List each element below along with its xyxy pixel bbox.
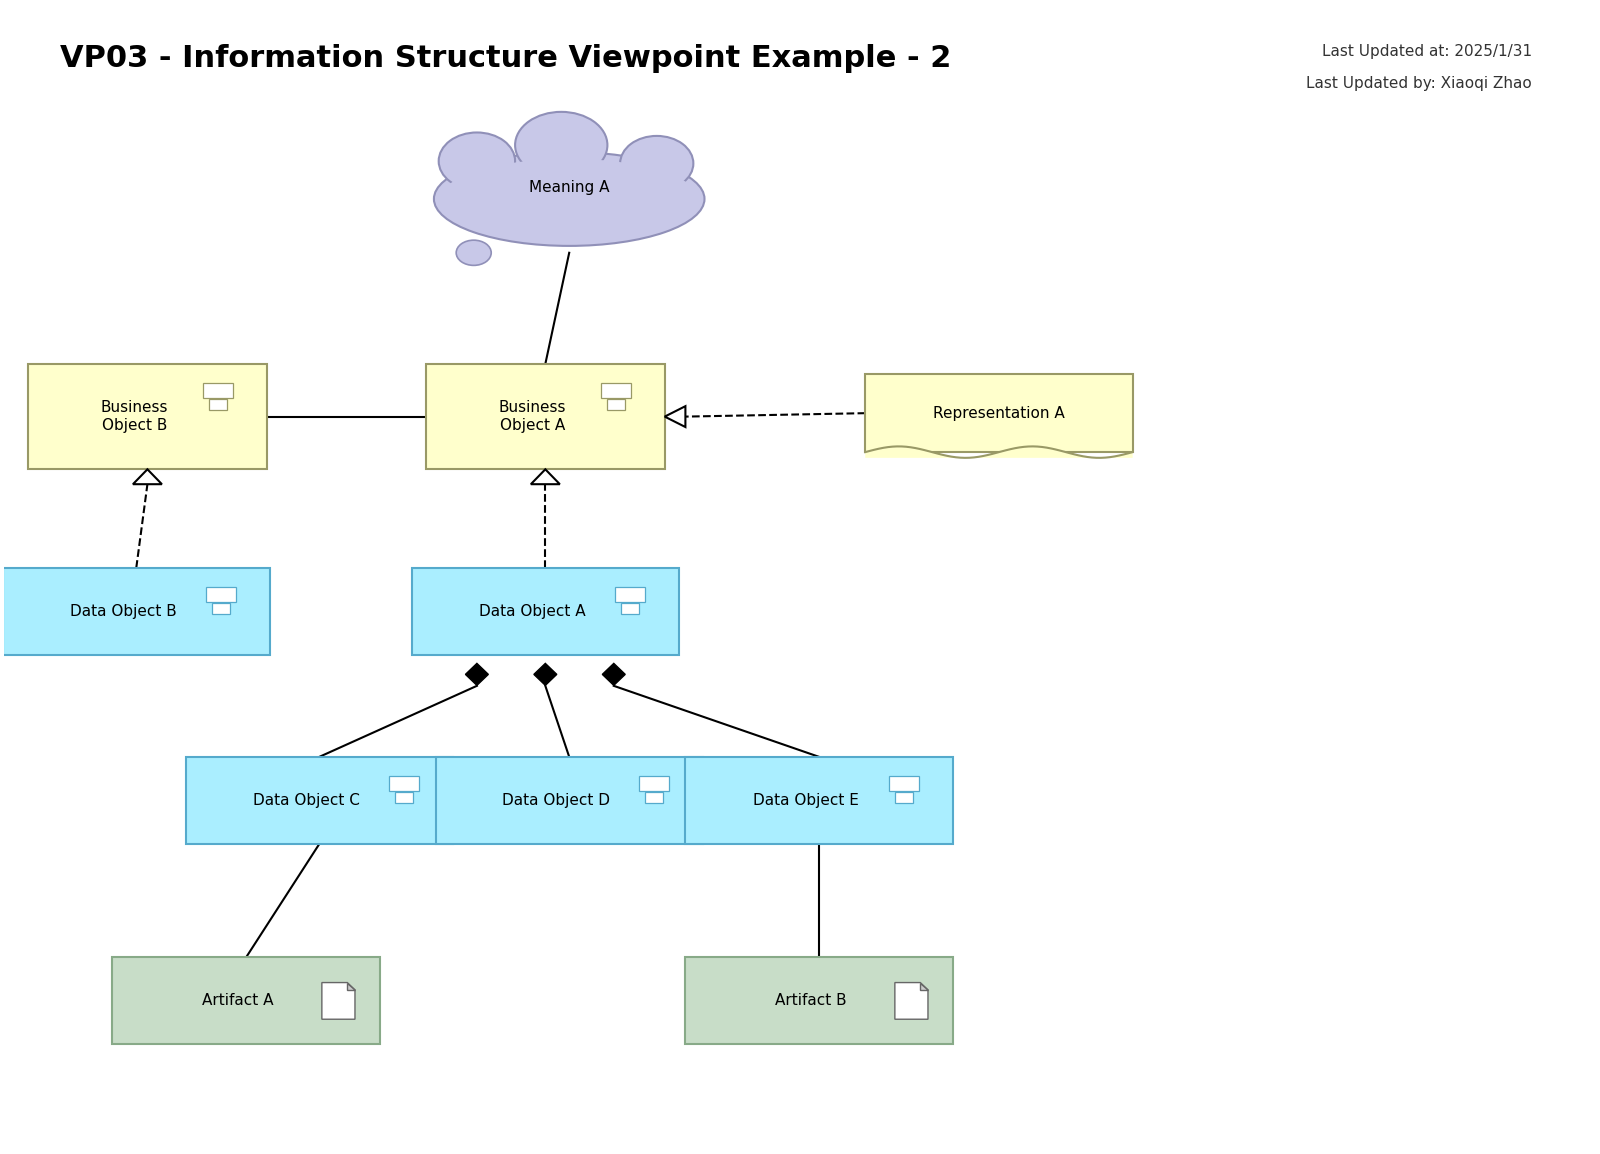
FancyBboxPatch shape [426, 364, 664, 470]
Text: Artifact B: Artifact B [776, 994, 846, 1009]
FancyBboxPatch shape [640, 777, 669, 792]
FancyBboxPatch shape [210, 399, 227, 410]
Polygon shape [602, 664, 626, 685]
FancyBboxPatch shape [866, 374, 1133, 452]
FancyBboxPatch shape [3, 568, 270, 655]
FancyBboxPatch shape [206, 587, 237, 602]
FancyBboxPatch shape [186, 757, 453, 844]
Ellipse shape [434, 152, 704, 246]
Polygon shape [534, 664, 557, 685]
FancyBboxPatch shape [602, 383, 630, 398]
Text: Business
Object B: Business Object B [101, 400, 168, 433]
FancyBboxPatch shape [213, 602, 230, 614]
Text: Data Object C: Data Object C [253, 793, 360, 808]
Text: Data Object E: Data Object E [754, 793, 859, 808]
Ellipse shape [438, 133, 515, 189]
Polygon shape [920, 982, 928, 990]
Text: Business
Object A: Business Object A [499, 400, 566, 433]
FancyBboxPatch shape [616, 587, 645, 602]
FancyBboxPatch shape [389, 777, 419, 792]
FancyBboxPatch shape [685, 958, 954, 1044]
Polygon shape [347, 982, 355, 990]
FancyBboxPatch shape [621, 602, 638, 614]
FancyBboxPatch shape [411, 568, 678, 655]
FancyBboxPatch shape [203, 383, 234, 398]
Text: Artifact A: Artifact A [202, 994, 274, 1009]
Ellipse shape [440, 159, 698, 239]
Ellipse shape [621, 136, 693, 190]
FancyBboxPatch shape [395, 792, 413, 802]
FancyBboxPatch shape [645, 792, 662, 802]
Text: Representation A: Representation A [933, 406, 1066, 421]
FancyBboxPatch shape [606, 399, 624, 410]
Circle shape [456, 240, 491, 265]
Text: Data Object D: Data Object D [502, 793, 611, 808]
Polygon shape [894, 982, 928, 1019]
Ellipse shape [515, 112, 608, 179]
Text: Last Updated by: Xiaoqi Zhao: Last Updated by: Xiaoqi Zhao [1307, 76, 1533, 91]
Text: Data Object B: Data Object B [70, 604, 178, 619]
Text: VP03 - Information Structure Viewpoint Example - 2: VP03 - Information Structure Viewpoint E… [59, 44, 952, 73]
Text: Data Object A: Data Object A [480, 604, 586, 619]
FancyBboxPatch shape [435, 757, 702, 844]
FancyBboxPatch shape [112, 958, 379, 1044]
Text: Meaning A: Meaning A [530, 180, 610, 195]
Polygon shape [322, 982, 355, 1019]
FancyBboxPatch shape [29, 364, 267, 470]
Polygon shape [466, 664, 488, 685]
FancyBboxPatch shape [685, 757, 954, 844]
Text: Last Updated at: 2025/1/31: Last Updated at: 2025/1/31 [1322, 44, 1533, 59]
FancyBboxPatch shape [896, 792, 912, 802]
FancyBboxPatch shape [890, 777, 918, 792]
